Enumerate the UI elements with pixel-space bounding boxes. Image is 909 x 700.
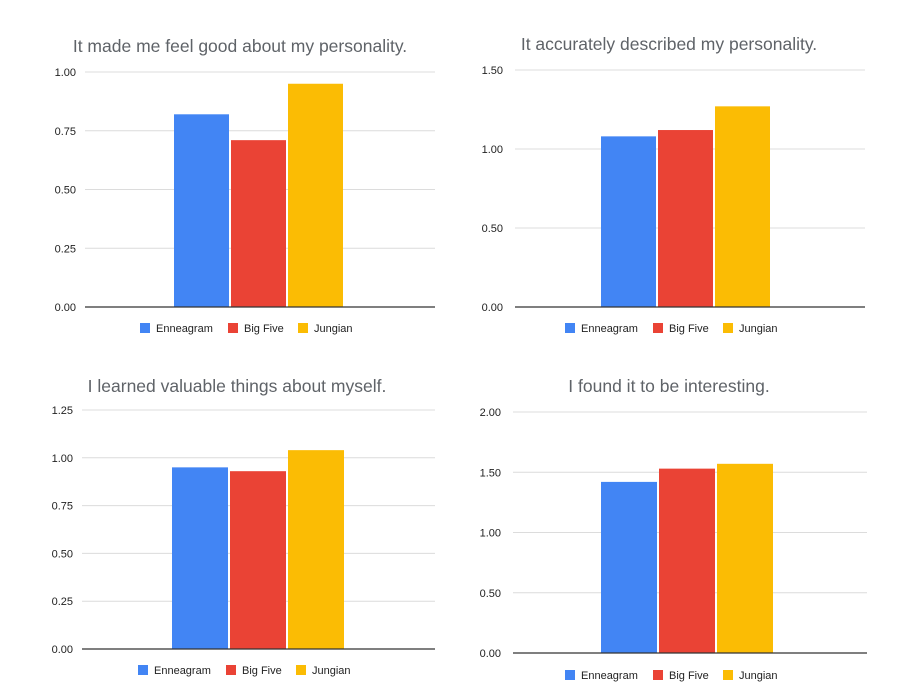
- y-tick-label: 0.50: [482, 223, 503, 235]
- chart-svg: I learned valuable things about myself. 0…: [52, 376, 435, 677]
- bar-jungian: [288, 83, 343, 307]
- y-tick-label: 0.75: [52, 501, 73, 513]
- chart-title: I found it to be interesting.: [568, 376, 769, 396]
- bar-jungian: [717, 463, 773, 653]
- bar-jungian: [288, 450, 344, 649]
- legend-swatch-jungian: [296, 665, 306, 675]
- legend-label: Enneagram: [156, 323, 213, 335]
- chart-title: It made me feel good about my personalit…: [73, 36, 407, 56]
- legend-swatch-big-five: [653, 323, 663, 333]
- legend-label: Jungian: [739, 670, 778, 682]
- legend-label: Enneagram: [581, 323, 638, 335]
- y-tick-label: 0.50: [52, 548, 73, 560]
- legend-swatch-enneagram: [140, 323, 150, 333]
- legend-swatch-jungian: [723, 323, 733, 333]
- legend-swatch-big-five: [228, 323, 238, 333]
- legend-swatch-enneagram: [138, 665, 148, 675]
- chart-learned-valuable: I learned valuable things about myself. 0…: [0, 350, 455, 700]
- y-tick-label: 1.00: [480, 528, 501, 540]
- bar-big-five: [231, 140, 286, 307]
- bar-enneagram: [172, 467, 228, 649]
- y-tick-label: 1.25: [52, 405, 73, 417]
- legend-swatch-enneagram: [565, 323, 575, 333]
- chart-svg: It made me feel good about my personalit…: [55, 36, 435, 335]
- y-tick-label: 0.75: [55, 126, 76, 138]
- chart-feel-good: It made me feel good about my personalit…: [0, 0, 455, 350]
- chart-svg: I found it to be interesting. 0.00 0.50 1.0…: [480, 376, 867, 682]
- y-tick-label: 0.50: [480, 588, 501, 600]
- legend-swatch-jungian: [723, 670, 733, 680]
- legend-label: Big Five: [244, 323, 284, 335]
- y-tick-label: 0.25: [52, 596, 73, 608]
- legend-label: Enneagram: [154, 665, 211, 677]
- bar-big-five: [230, 471, 286, 649]
- legend-label: Big Five: [242, 665, 282, 677]
- bar-jungian: [715, 106, 770, 307]
- y-tick-label: 0.00: [55, 302, 76, 314]
- chart-svg: It accurately described my personality. 0…: [482, 34, 865, 335]
- bar-big-five: [658, 130, 713, 307]
- chart-found-interesting: I found it to be interesting. 0.00 0.50 1.0…: [455, 350, 909, 700]
- legend-swatch-jungian: [298, 323, 308, 333]
- y-tick-label: 0.50: [55, 185, 76, 197]
- y-tick-label: 1.00: [55, 67, 76, 79]
- legend-swatch-big-five: [653, 670, 663, 680]
- legend-label: Jungian: [312, 665, 351, 677]
- y-tick-label: 2.00: [480, 407, 501, 419]
- legend-swatch-big-five: [226, 665, 236, 675]
- chart-title: It accurately described my personality.: [521, 34, 817, 54]
- bar-enneagram: [174, 114, 229, 307]
- y-tick-label: 1.00: [52, 453, 73, 465]
- legend-swatch-enneagram: [565, 670, 575, 680]
- chart-accurately-described: It accurately described my personality. 0…: [455, 0, 909, 350]
- y-tick-label: 1.00: [482, 144, 503, 156]
- legend-label: Enneagram: [581, 670, 638, 682]
- y-tick-label: 0.00: [482, 302, 503, 314]
- legend-label: Jungian: [739, 323, 778, 335]
- bar-big-five: [659, 468, 715, 653]
- y-tick-label: 0.25: [55, 243, 76, 255]
- y-tick-label: 0.00: [480, 648, 501, 660]
- bar-enneagram: [601, 481, 657, 653]
- y-tick-label: 1.50: [480, 467, 501, 479]
- legend-label: Jungian: [314, 323, 353, 335]
- chart-title: I learned valuable things about myself.: [88, 376, 387, 396]
- y-tick-label: 0.00: [52, 644, 73, 656]
- legend-label: Big Five: [669, 670, 709, 682]
- bar-enneagram: [601, 136, 656, 307]
- legend-label: Big Five: [669, 323, 709, 335]
- y-tick-label: 1.50: [482, 65, 503, 77]
